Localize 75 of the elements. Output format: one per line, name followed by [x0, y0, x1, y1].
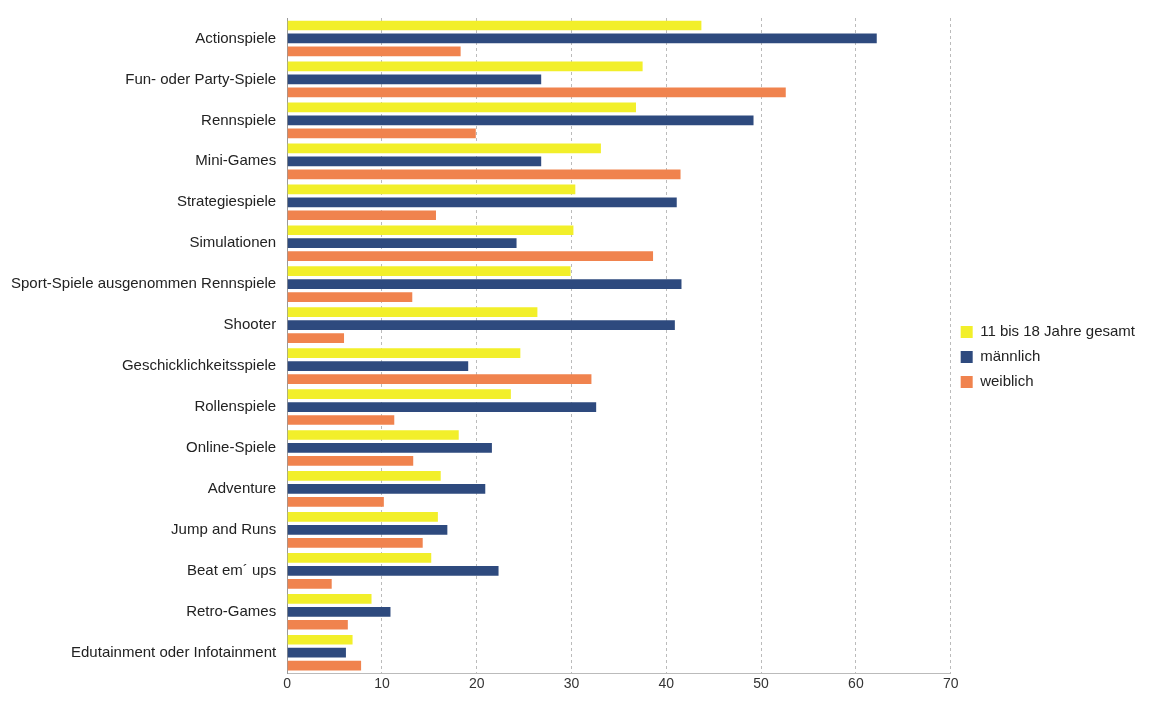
bar	[287, 210, 436, 221]
y-tick-label: Simulationen	[189, 233, 277, 251]
y-tick-label: Actionspiele	[195, 28, 277, 46]
y-tick-label: Mini-Games	[195, 151, 277, 169]
y-tick-label: Online-Spiele	[186, 438, 277, 456]
bar	[287, 156, 542, 167]
bar	[287, 471, 441, 481]
x-tick-label: 60	[848, 675, 864, 692]
bar	[287, 578, 332, 589]
y-tick-label: Shooter	[223, 315, 277, 333]
bar	[287, 389, 511, 399]
x-tick-label: 40	[658, 675, 675, 692]
bar	[287, 292, 413, 303]
bar	[287, 197, 677, 208]
y-tick-label: Geschicklichkeitsspiele	[121, 356, 277, 374]
bar	[287, 74, 542, 85]
bar	[287, 443, 492, 453]
bar	[287, 374, 592, 384]
bar	[287, 87, 786, 98]
bar	[287, 497, 384, 507]
bar	[287, 102, 636, 113]
x-tick-label: 50	[753, 675, 770, 692]
bar	[287, 634, 353, 645]
x-tick-label: 30	[563, 675, 580, 692]
y-tick-label: Fun- oder Party-Spiele	[125, 69, 277, 87]
bar	[287, 619, 348, 630]
x-tick-label: 0	[283, 675, 292, 692]
bar	[287, 184, 576, 195]
x-tick-label: 10	[374, 675, 390, 692]
y-tick-label: Strategiespiele	[176, 192, 277, 210]
legend-label: 11 bis 18 Jahre gesamt	[980, 322, 1136, 340]
y-tick-label: Adventure	[207, 479, 277, 497]
bar	[287, 415, 395, 425]
bar	[287, 593, 372, 604]
y-tick-label: Rollenspiele	[194, 397, 277, 415]
bar	[287, 565, 499, 576]
bar	[287, 143, 601, 154]
bar	[287, 46, 461, 57]
bar	[287, 333, 345, 343]
y-tick-label: Sport-Spiele ausgenommen Rennspiele	[10, 274, 277, 292]
bar	[287, 361, 469, 371]
bar	[287, 512, 438, 522]
bar	[287, 128, 476, 139]
bar	[287, 484, 486, 494]
bar	[287, 647, 346, 658]
bar	[287, 402, 597, 412]
y-tick-label: Jump and Runs	[171, 520, 277, 538]
bar	[287, 20, 702, 31]
y-tick-label: Rennspiele	[201, 110, 277, 128]
bar	[287, 61, 643, 72]
bar	[287, 225, 574, 236]
bar	[287, 115, 754, 126]
y-tick-label: Edutainment oder Infotainment	[71, 642, 277, 660]
bar	[287, 320, 675, 330]
bar	[287, 169, 681, 180]
bar	[287, 33, 877, 44]
legend-label: männlich	[980, 347, 1041, 365]
legend-label: weiblich	[979, 372, 1034, 390]
bar	[287, 307, 538, 318]
x-tick-label: 70	[942, 675, 959, 692]
bar	[287, 456, 414, 466]
y-tick-label: Beat em´ ups	[186, 560, 277, 578]
bar	[287, 553, 432, 563]
bar	[287, 266, 571, 277]
bar	[287, 606, 391, 617]
bar	[287, 238, 517, 249]
bar	[287, 525, 448, 535]
x-tick-label: 20	[468, 675, 485, 692]
bar	[287, 660, 362, 671]
bar	[287, 430, 459, 440]
bar	[287, 279, 682, 290]
y-tick-label: Retro-Games	[186, 601, 277, 619]
bar	[287, 348, 521, 358]
bar	[287, 537, 423, 548]
bar	[287, 251, 654, 262]
